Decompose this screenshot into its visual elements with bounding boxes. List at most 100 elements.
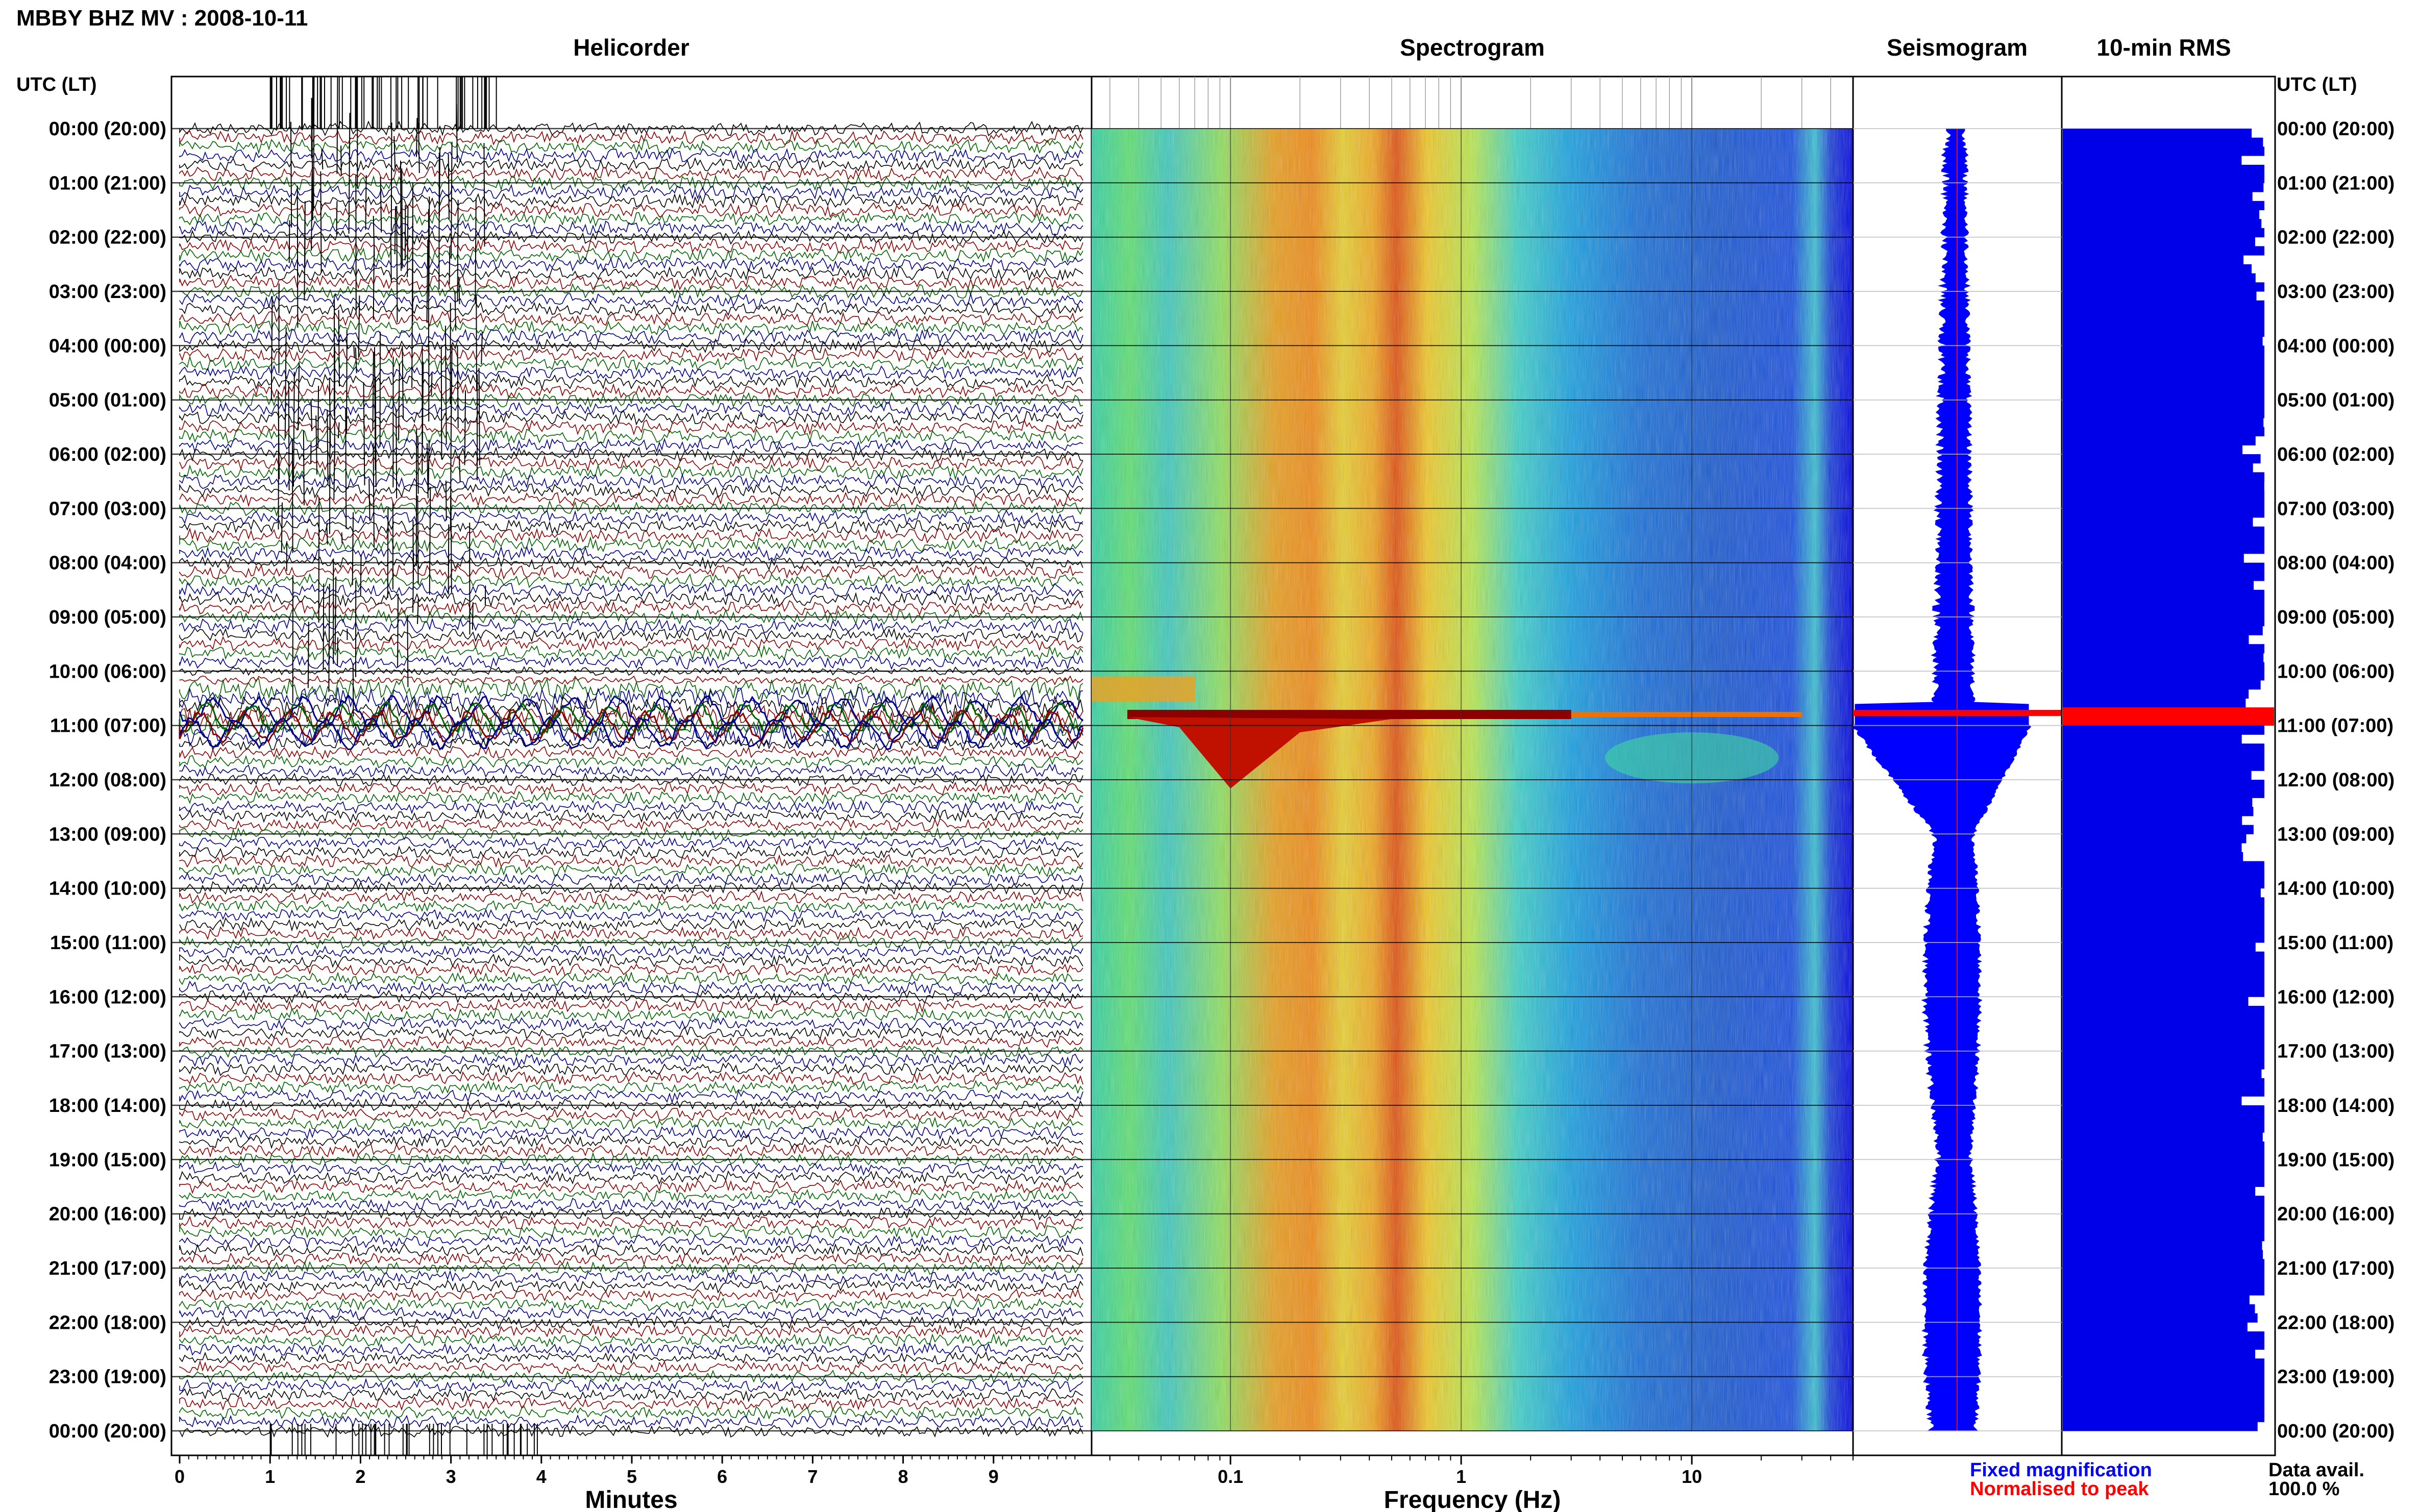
- time-labels-left: 00:00 (20:00) 01:00 (21:00) 02:00 (22:00) 0…: [49, 118, 166, 1442]
- time-label-left: 05:00 (01:00): [49, 390, 166, 411]
- rms-bar: [2063, 1204, 2264, 1214]
- time-label-right: 00:00 (20:00): [2277, 118, 2395, 140]
- time-label-right: 13:00 (09:00): [2277, 824, 2395, 845]
- rms-bar: [2063, 617, 2264, 627]
- helicorder-trace-line: [179, 518, 1083, 535]
- helicorder-trace-line: [179, 157, 1083, 172]
- rms-bar: [2063, 707, 2274, 717]
- rms-bar: [2063, 906, 2264, 916]
- helicorder-x-tick-label: 6: [717, 1466, 727, 1487]
- spectrogram-title: Spectrogram: [1400, 34, 1545, 61]
- rms-bar: [2063, 192, 2253, 202]
- rms-bar: [2063, 589, 2264, 599]
- helicorder-spike: [352, 663, 354, 717]
- helicorder-trace-line: [179, 1071, 1083, 1086]
- helicorder-trace-line: [179, 817, 1083, 833]
- rms-bar: [2063, 282, 2264, 292]
- rms-bar: [2063, 1169, 2264, 1178]
- helicorder-trace-line: [179, 130, 1083, 146]
- helicorder-trace-line: [179, 636, 1083, 652]
- rms-bar: [2063, 970, 2264, 979]
- rms-bar: [2063, 390, 2264, 401]
- time-label-right: 01:00 (21:00): [2277, 172, 2395, 194]
- helicorder-trace-line: [179, 953, 1083, 968]
- rms-bar: [2063, 228, 2264, 238]
- helicorder-spike: [440, 346, 442, 460]
- seismogram-peak-mark: [1853, 710, 2062, 716]
- helicorder-trace-line: [179, 1279, 1083, 1294]
- helicorder-spike: [445, 480, 447, 520]
- helicorder-trace-line: [179, 1216, 1083, 1231]
- helicorder-trace-line: [179, 265, 1083, 282]
- helicorder-trace-line: [179, 337, 1083, 354]
- time-labels-right: 00:00 (20:00) 01:00 (21:00) 02:00 (22:00) 0…: [2277, 118, 2395, 1442]
- rms-bar: [2063, 761, 2264, 771]
- helicorder-trace-line: [179, 590, 1083, 608]
- helicorder-spike: [270, 296, 273, 401]
- helicorder-trace-line: [179, 1206, 1083, 1221]
- helicorder-trace-line: [179, 1351, 1083, 1366]
- rms-bar: [2063, 1141, 2264, 1151]
- rms-bar: [2063, 246, 2264, 256]
- rms-bar: [2063, 1313, 2258, 1323]
- helicorder-spike: [327, 410, 329, 484]
- rms-bar: [2063, 635, 2249, 645]
- rms-bar: [2063, 1213, 2264, 1223]
- helicorder-trace-line: [179, 971, 1083, 986]
- helicorder-trace-line: [179, 654, 1083, 670]
- helicorder-trace-line: [179, 1324, 1083, 1339]
- rms-bar: [2063, 1331, 2264, 1341]
- time-label-left: 13:00 (09:00): [49, 824, 166, 845]
- helicorder-x-tick-label: 5: [627, 1466, 637, 1487]
- helicorder-trace-line: [179, 1378, 1083, 1393]
- helicorder-trace-line: [179, 1369, 1083, 1383]
- rms-bar: [2063, 915, 2264, 925]
- time-label-left: 09:00 (05:00): [49, 607, 166, 628]
- helicorder-x-tick-label: 3: [446, 1466, 456, 1487]
- rms-bar: [2063, 734, 2242, 744]
- helicorder-title: Helicorder: [573, 34, 689, 61]
- helicorder-spike: [451, 346, 453, 417]
- rms-bar: [2063, 382, 2264, 391]
- rms-bar: [2063, 698, 2246, 708]
- helicorder-panel: 0 1 2 3 4 5 6 7 8 9 Minutes: [170, 76, 1093, 1512]
- utc-label-right: UTC (LT): [2277, 74, 2357, 95]
- helicorder-x-tick-label: 9: [989, 1466, 999, 1487]
- helicorder-frame: [170, 76, 1093, 1456]
- time-label-right: 20:00 (16:00): [2277, 1204, 2395, 1225]
- helicorder-spike: [416, 118, 418, 157]
- helicorder-trace-line: [179, 1188, 1083, 1203]
- helicorder-trace-line: [179, 1224, 1083, 1240]
- rms-bar: [2063, 210, 2259, 219]
- helicorder-spike: [449, 246, 451, 285]
- rms-bar: [2063, 499, 2264, 509]
- rms-bar: [2063, 788, 2264, 798]
- rms-bar: [2063, 1114, 2264, 1124]
- helicorder-spike: [464, 390, 466, 465]
- helicorder-trace-line: [179, 763, 1083, 778]
- time-label-left: 04:00 (00:00): [49, 335, 166, 357]
- rms-bar: [2063, 355, 2264, 364]
- helicorder-trace-line: [179, 1306, 1083, 1321]
- helicorder-trace-line: [179, 1152, 1083, 1167]
- rms-bar: [2063, 463, 2253, 473]
- helicorder-trace-line: [179, 509, 1083, 526]
- helicorder-trace-line: [179, 147, 1083, 164]
- rms-bar: [2063, 662, 2264, 672]
- helicorder-trace-line: [179, 944, 1083, 959]
- helicorder-spike: [310, 401, 313, 431]
- data-avail-value: 100.0 %: [2268, 1478, 2339, 1500]
- rms-bar: [2063, 960, 2264, 970]
- helicorder-spike: [288, 220, 290, 263]
- spectrogram-x-tick-label: 1: [1456, 1466, 1466, 1487]
- rms-bar: [2063, 1412, 2264, 1422]
- time-label-right: 08:00 (04:00): [2277, 553, 2395, 574]
- rms-bar: [2063, 1186, 2256, 1196]
- time-label-left: 07:00 (03:00): [49, 498, 166, 519]
- time-label-left: 19:00 (15:00): [49, 1149, 166, 1171]
- rms-bar: [2063, 237, 2255, 246]
- helicorder-trace-line: [179, 704, 1083, 729]
- rms-bar: [2063, 418, 2264, 428]
- time-label-left: 11:00 (07:00): [50, 715, 166, 737]
- rms-bar: [2063, 183, 2264, 192]
